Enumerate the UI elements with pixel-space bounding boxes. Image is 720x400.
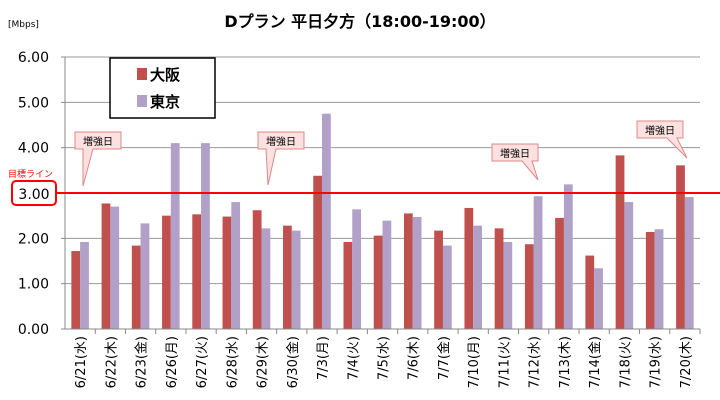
target-line-label: 目標ライン — [8, 168, 53, 180]
bar-osaka — [403, 213, 413, 329]
legend-label: 大阪 — [150, 66, 181, 84]
bar-osaka — [676, 165, 685, 329]
bar-osaka — [585, 255, 595, 329]
y-axis-unit-label: [Mbps] — [8, 20, 39, 30]
bar-tokyo — [291, 230, 301, 329]
bar-osaka — [192, 214, 202, 329]
x-tick-label: 7/20(木) — [679, 336, 694, 388]
bar-tokyo — [594, 268, 603, 329]
bar-tokyo — [382, 220, 392, 329]
bar-osaka — [131, 245, 141, 329]
bar-osaka — [494, 228, 504, 329]
legend-swatch — [137, 68, 147, 80]
y-tick-label: 1.00 — [18, 277, 49, 293]
x-tick-label: 7/7(金) — [436, 336, 452, 380]
y-tick-label: 0.00 — [18, 322, 49, 338]
bar-tokyo — [80, 241, 89, 329]
bar-tokyo — [322, 113, 331, 330]
bar-tokyo — [231, 202, 241, 329]
annotation-callout — [74, 131, 122, 187]
x-tick-label: 7/4(火) — [346, 336, 361, 380]
y-tick-label: 2.00 — [18, 231, 49, 247]
x-tick-label: 6/23(金) — [134, 336, 150, 388]
x-tick-label: 7/19(水) — [649, 336, 664, 388]
bar-osaka — [283, 225, 292, 329]
annotation-label: 増強日 — [645, 124, 675, 137]
bar-tokyo — [473, 225, 482, 329]
x-tick-label: 7/12(水) — [528, 336, 543, 388]
x-tick-label: 7/13(木) — [558, 336, 573, 388]
annotation-callout — [257, 131, 305, 186]
bar-osaka — [71, 251, 81, 329]
target-line-group: 目標ライン 3.00 — [8, 168, 720, 206]
x-tick-label: 6/21(水) — [74, 336, 89, 388]
y-tick-label: 5.00 — [18, 95, 49, 111]
bar-osaka — [615, 155, 625, 329]
x-tick-label: 7/5(水) — [377, 336, 392, 380]
bar-osaka — [222, 216, 232, 329]
target-value-box — [11, 180, 57, 206]
bar-osaka — [343, 241, 353, 329]
target-value-label: 3.00 — [18, 187, 49, 203]
bar-tokyo — [563, 184, 573, 329]
x-tick-label: 6/27(火) — [195, 336, 210, 388]
bar-tokyo — [654, 229, 664, 329]
x-tick-label: 6/22(木) — [104, 336, 119, 388]
x-tick-label: 6/26(月) — [165, 336, 180, 388]
bars — [71, 113, 694, 330]
legend-swatch — [137, 95, 147, 107]
bar-tokyo — [110, 206, 120, 329]
x-tick-label: 7/18(火) — [618, 336, 633, 388]
x-tick-label: 7/6(木) — [407, 336, 422, 380]
x-tick-label: 7/14(金) — [587, 336, 603, 388]
y-tick-label: 4.00 — [18, 141, 49, 157]
bar-tokyo — [352, 209, 362, 329]
bar-tokyo — [261, 228, 271, 329]
bar-osaka — [373, 235, 383, 329]
chart-title: Dプラン 平日夕方（18:00-19:00） — [224, 12, 495, 31]
annotation-label: 増強日 — [83, 135, 113, 148]
bar-tokyo — [140, 223, 150, 329]
bar-osaka — [524, 244, 534, 329]
x-tick-label: 6/29(木) — [256, 336, 271, 388]
bar-osaka — [645, 231, 655, 329]
x-tick-label: 7/3(月) — [316, 336, 331, 380]
x-tick-label: 6/28(水) — [225, 336, 240, 388]
axes: 0.00 1.00 2.00 4.00 5.00 6.00 6/21(水) 6/22(木) 6/… — [18, 50, 701, 388]
bar-tokyo — [442, 245, 452, 329]
bar-tokyo — [201, 143, 210, 329]
bar-tokyo — [503, 241, 513, 329]
bar-osaka — [464, 207, 474, 329]
bar-osaka — [101, 203, 111, 329]
x-tick-label: 7/10(月) — [467, 336, 482, 388]
bar-osaka — [313, 175, 323, 329]
annotation-callout — [636, 120, 688, 159]
bar-tokyo — [533, 196, 543, 329]
legend-box — [109, 57, 216, 119]
x-tick-label: 7/11(火) — [497, 336, 512, 388]
bar-tokyo — [624, 202, 634, 329]
bar-tokyo — [170, 143, 180, 329]
annotation-label: 増強日 — [266, 135, 296, 148]
bar-osaka — [434, 230, 443, 329]
bar-tokyo — [684, 197, 694, 329]
annotation-label: 増強日 — [500, 147, 530, 160]
annotation-callout — [491, 143, 539, 181]
y-tick-label: 6.00 — [18, 50, 49, 66]
legend-label: 東京 — [150, 93, 180, 111]
bar-osaka — [555, 217, 564, 329]
bar-osaka — [162, 215, 171, 329]
bar-osaka — [252, 210, 262, 329]
bar-tokyo — [412, 217, 422, 329]
x-tick-label: 6/30(金) — [285, 336, 301, 388]
